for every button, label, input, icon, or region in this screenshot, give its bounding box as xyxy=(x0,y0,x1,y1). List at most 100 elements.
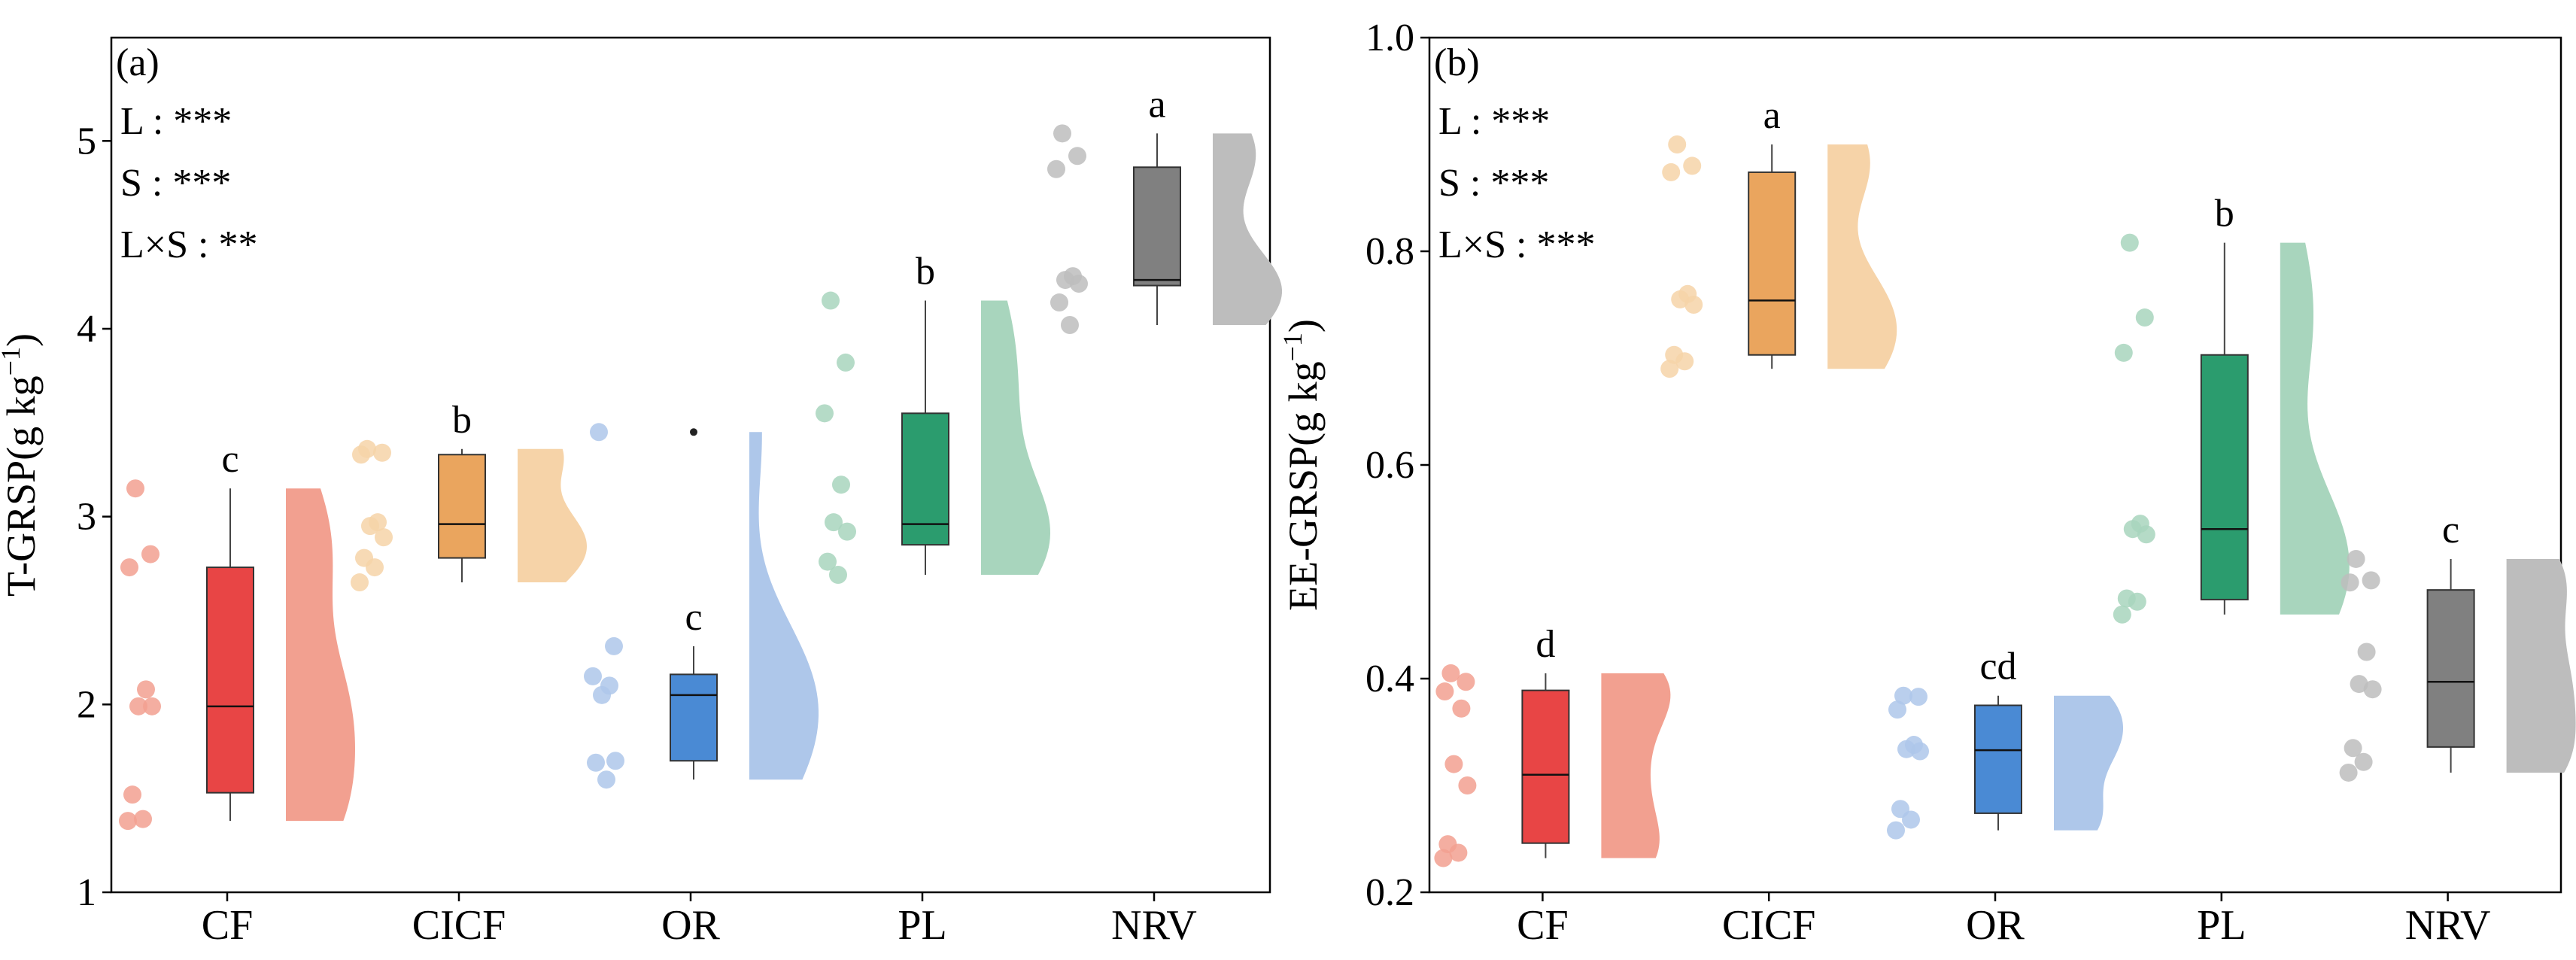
group-letter: cd xyxy=(1979,646,2016,688)
y-axis-title: T-GRSP(g kg−1) xyxy=(0,333,44,597)
box-cicf xyxy=(438,454,486,559)
data-point xyxy=(1668,135,1687,153)
significance-label: S : *** xyxy=(120,162,231,205)
x-tick-label: OR xyxy=(661,902,720,949)
data-point xyxy=(2362,571,2380,590)
data-point xyxy=(1056,271,1074,290)
data-point xyxy=(1068,147,1086,166)
y-axis-title: EE-GRSP(g kg−1) xyxy=(1277,319,1326,611)
box-or xyxy=(670,673,718,762)
box-or xyxy=(1974,704,2022,814)
data-point xyxy=(352,445,370,464)
data-point xyxy=(584,667,602,685)
violin-cicf xyxy=(518,448,587,583)
data-point xyxy=(1435,682,1454,701)
data-point xyxy=(2128,592,2146,611)
data-point xyxy=(137,680,155,699)
data-point xyxy=(819,552,837,571)
data-point xyxy=(1660,360,1679,378)
x-tick-label: PL xyxy=(898,902,946,949)
y-tick-label: 2 xyxy=(77,683,96,726)
violin-or xyxy=(2054,695,2123,831)
data-point xyxy=(816,404,834,423)
data-point xyxy=(593,685,611,704)
data-point xyxy=(1684,296,1703,314)
data-point xyxy=(1902,810,1920,829)
y-tick-label: 1 xyxy=(77,871,96,914)
data-point xyxy=(2350,675,2368,694)
box-cf xyxy=(206,567,254,794)
data-point xyxy=(2357,643,2376,661)
data-point xyxy=(1911,742,1929,761)
group-letter: c xyxy=(221,438,238,481)
x-tick-label: PL xyxy=(2197,902,2246,949)
data-point xyxy=(606,752,624,770)
data-point xyxy=(2363,680,2382,699)
data-point xyxy=(837,353,855,372)
data-point xyxy=(2137,525,2155,544)
data-point xyxy=(123,785,141,804)
data-point xyxy=(2114,343,2133,362)
panel-b: 0.2 0.4 0.6 0.8 1.0 EE-GRSP(g kg−1) (b) L : ***… xyxy=(1277,17,2576,949)
data-point xyxy=(825,513,843,532)
data-point xyxy=(351,573,369,592)
plot-frame xyxy=(110,36,1271,894)
data-point xyxy=(1683,156,1702,175)
violin-cf xyxy=(1601,673,1671,858)
violin-nrv xyxy=(1213,133,1282,325)
group-letter: b xyxy=(916,251,935,293)
data-point xyxy=(1458,776,1477,794)
violin-pl xyxy=(981,300,1050,576)
y-tick-label: 0.4 xyxy=(1365,658,1414,700)
data-point xyxy=(1444,755,1463,773)
y-tick-label: 3 xyxy=(77,496,96,539)
data-point xyxy=(361,517,379,536)
group-letter: b xyxy=(452,399,472,442)
box-pl xyxy=(2200,354,2249,600)
box-nrv xyxy=(1133,166,1181,287)
data-point xyxy=(2354,752,2373,771)
data-point xyxy=(134,810,152,828)
x-tick-label: CF xyxy=(202,902,254,949)
x-tick-label: NRV xyxy=(1111,902,1197,949)
data-point xyxy=(366,558,384,577)
data-point xyxy=(838,522,856,541)
data-point xyxy=(832,475,850,494)
data-point xyxy=(2341,573,2359,592)
data-point xyxy=(119,812,137,831)
violin-nrv xyxy=(2506,558,2576,773)
significance-label: L×S : *** xyxy=(1438,223,1595,266)
significance-label: L : *** xyxy=(120,100,232,143)
data-point xyxy=(373,443,391,462)
y-tick-label: 0.6 xyxy=(1365,444,1414,487)
box-cicf xyxy=(1748,171,1797,356)
box-cf xyxy=(1521,689,1570,844)
y-tick-label: 1.0 xyxy=(1365,17,1414,59)
x-tick-label: OR xyxy=(1966,902,2025,949)
outlier-point xyxy=(690,428,697,436)
data-point xyxy=(120,558,138,577)
data-point xyxy=(2344,739,2362,758)
group-letter: d xyxy=(1536,623,1555,666)
data-point xyxy=(822,291,840,310)
group-letter: c xyxy=(685,596,702,639)
data-point xyxy=(141,545,159,564)
y-tick-label: 0.8 xyxy=(1365,230,1414,273)
data-point xyxy=(1434,849,1453,867)
data-point xyxy=(2347,549,2365,568)
panel-label: (b) xyxy=(1434,41,1480,84)
group-letter: b xyxy=(2215,193,2234,235)
group-letter: a xyxy=(1148,83,1165,126)
data-point xyxy=(1457,673,1475,691)
data-point xyxy=(1061,315,1079,334)
data-point xyxy=(129,697,147,715)
x-tick-label: CICF xyxy=(412,902,506,949)
data-point xyxy=(1887,821,1905,840)
data-point xyxy=(1050,293,1068,312)
data-point xyxy=(375,528,393,547)
data-point xyxy=(587,753,605,772)
data-point xyxy=(597,770,615,789)
box-nrv xyxy=(2426,589,2475,748)
panel-a: 1 2 3 4 5 T-GRSP(g kg−1) (a) L : *** S : *** L×S … xyxy=(0,36,1282,949)
